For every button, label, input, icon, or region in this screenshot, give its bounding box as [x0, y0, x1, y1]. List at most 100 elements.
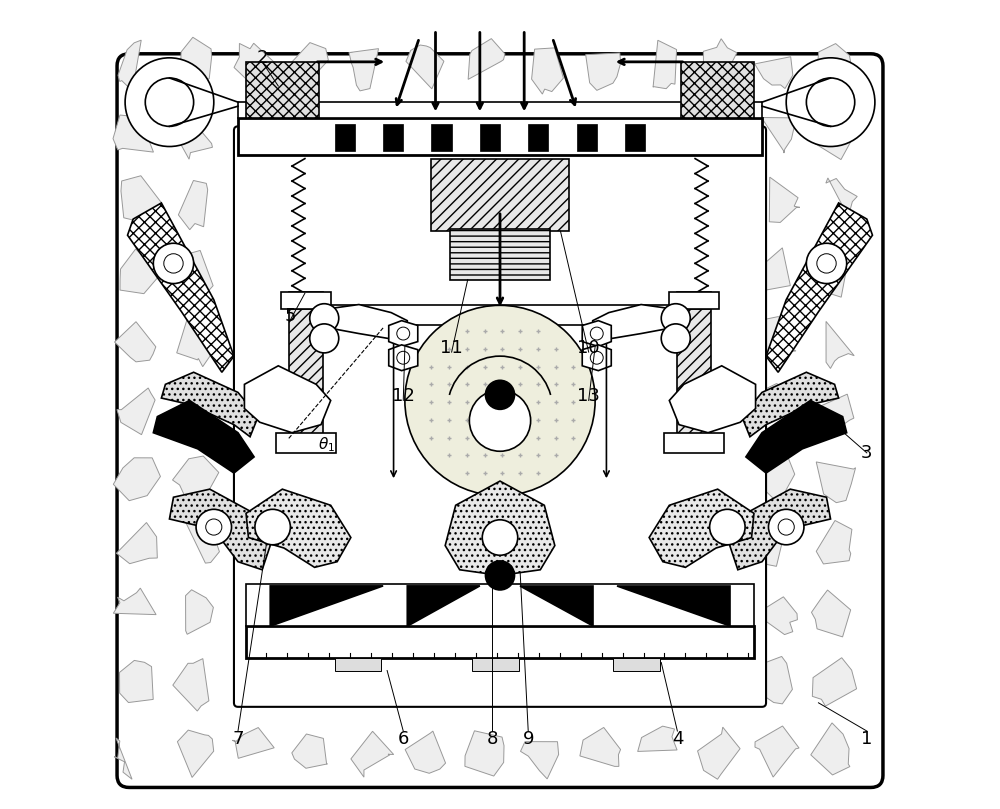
Polygon shape — [826, 178, 857, 217]
Polygon shape — [186, 590, 213, 634]
Polygon shape — [349, 49, 379, 91]
Bar — [289, 291, 323, 309]
Bar — [335, 124, 355, 150]
Circle shape — [310, 324, 339, 353]
Polygon shape — [698, 727, 740, 779]
Polygon shape — [287, 43, 328, 87]
Polygon shape — [580, 727, 621, 766]
Polygon shape — [468, 39, 505, 79]
Polygon shape — [121, 176, 161, 222]
Text: 7: 7 — [232, 730, 244, 748]
Polygon shape — [759, 453, 795, 503]
Bar — [528, 124, 548, 150]
Bar — [480, 124, 500, 150]
Circle shape — [153, 244, 194, 284]
Polygon shape — [765, 383, 788, 393]
Polygon shape — [177, 317, 215, 366]
Polygon shape — [292, 734, 327, 769]
Polygon shape — [586, 53, 621, 91]
Bar — [276, 433, 336, 453]
Circle shape — [768, 510, 804, 544]
Text: 9: 9 — [522, 730, 534, 748]
Bar — [238, 102, 762, 118]
Circle shape — [310, 303, 339, 332]
Text: 5: 5 — [285, 307, 296, 325]
Polygon shape — [758, 316, 796, 355]
Circle shape — [482, 520, 518, 555]
Polygon shape — [520, 586, 593, 626]
Polygon shape — [118, 40, 141, 91]
Polygon shape — [173, 456, 219, 501]
Polygon shape — [177, 392, 213, 434]
Polygon shape — [582, 345, 611, 371]
Circle shape — [125, 57, 214, 146]
Polygon shape — [161, 372, 258, 437]
Circle shape — [817, 254, 836, 273]
Circle shape — [469, 390, 531, 451]
Circle shape — [485, 561, 515, 590]
Text: 3: 3 — [861, 444, 873, 462]
Circle shape — [206, 519, 222, 535]
Bar — [246, 584, 754, 626]
Polygon shape — [756, 597, 797, 634]
Bar — [335, 658, 381, 671]
Polygon shape — [406, 45, 444, 89]
Polygon shape — [120, 660, 153, 702]
Text: 6: 6 — [398, 730, 409, 748]
Polygon shape — [178, 180, 208, 230]
Text: 11: 11 — [440, 339, 463, 357]
Polygon shape — [113, 588, 156, 615]
Bar — [677, 291, 711, 309]
Circle shape — [710, 510, 745, 544]
Polygon shape — [351, 731, 394, 777]
Bar — [450, 229, 550, 280]
Polygon shape — [730, 489, 831, 570]
Polygon shape — [521, 742, 559, 779]
Polygon shape — [186, 520, 219, 563]
Text: 8: 8 — [486, 730, 498, 748]
Polygon shape — [812, 658, 857, 706]
Polygon shape — [811, 723, 850, 775]
Circle shape — [485, 380, 515, 409]
Bar — [669, 291, 719, 309]
Polygon shape — [180, 251, 213, 299]
Bar — [677, 307, 711, 437]
Bar — [246, 61, 319, 118]
Polygon shape — [113, 458, 160, 501]
Circle shape — [196, 510, 232, 544]
Polygon shape — [234, 43, 277, 86]
Circle shape — [806, 78, 855, 126]
Circle shape — [255, 510, 290, 544]
Text: 1: 1 — [861, 730, 873, 748]
Bar — [431, 124, 452, 150]
Polygon shape — [826, 321, 854, 368]
Polygon shape — [769, 177, 800, 222]
Polygon shape — [114, 738, 132, 779]
Circle shape — [397, 351, 410, 364]
Polygon shape — [173, 659, 209, 711]
Polygon shape — [751, 248, 790, 291]
Polygon shape — [389, 345, 418, 371]
Polygon shape — [760, 656, 792, 704]
Polygon shape — [766, 203, 872, 372]
Text: 4: 4 — [672, 730, 683, 748]
Bar — [613, 658, 660, 671]
Bar — [323, 304, 677, 325]
Polygon shape — [755, 726, 799, 777]
FancyBboxPatch shape — [234, 126, 766, 707]
Polygon shape — [169, 489, 270, 570]
Polygon shape — [811, 394, 854, 434]
Polygon shape — [405, 731, 446, 773]
Polygon shape — [177, 730, 214, 777]
Polygon shape — [232, 727, 274, 758]
Bar — [431, 159, 569, 231]
Polygon shape — [811, 590, 851, 637]
Bar — [281, 291, 331, 309]
Polygon shape — [617, 586, 730, 626]
Polygon shape — [816, 44, 853, 94]
Circle shape — [778, 519, 794, 535]
Bar — [238, 118, 762, 155]
Circle shape — [145, 78, 194, 126]
Polygon shape — [703, 39, 737, 84]
Polygon shape — [116, 523, 157, 564]
